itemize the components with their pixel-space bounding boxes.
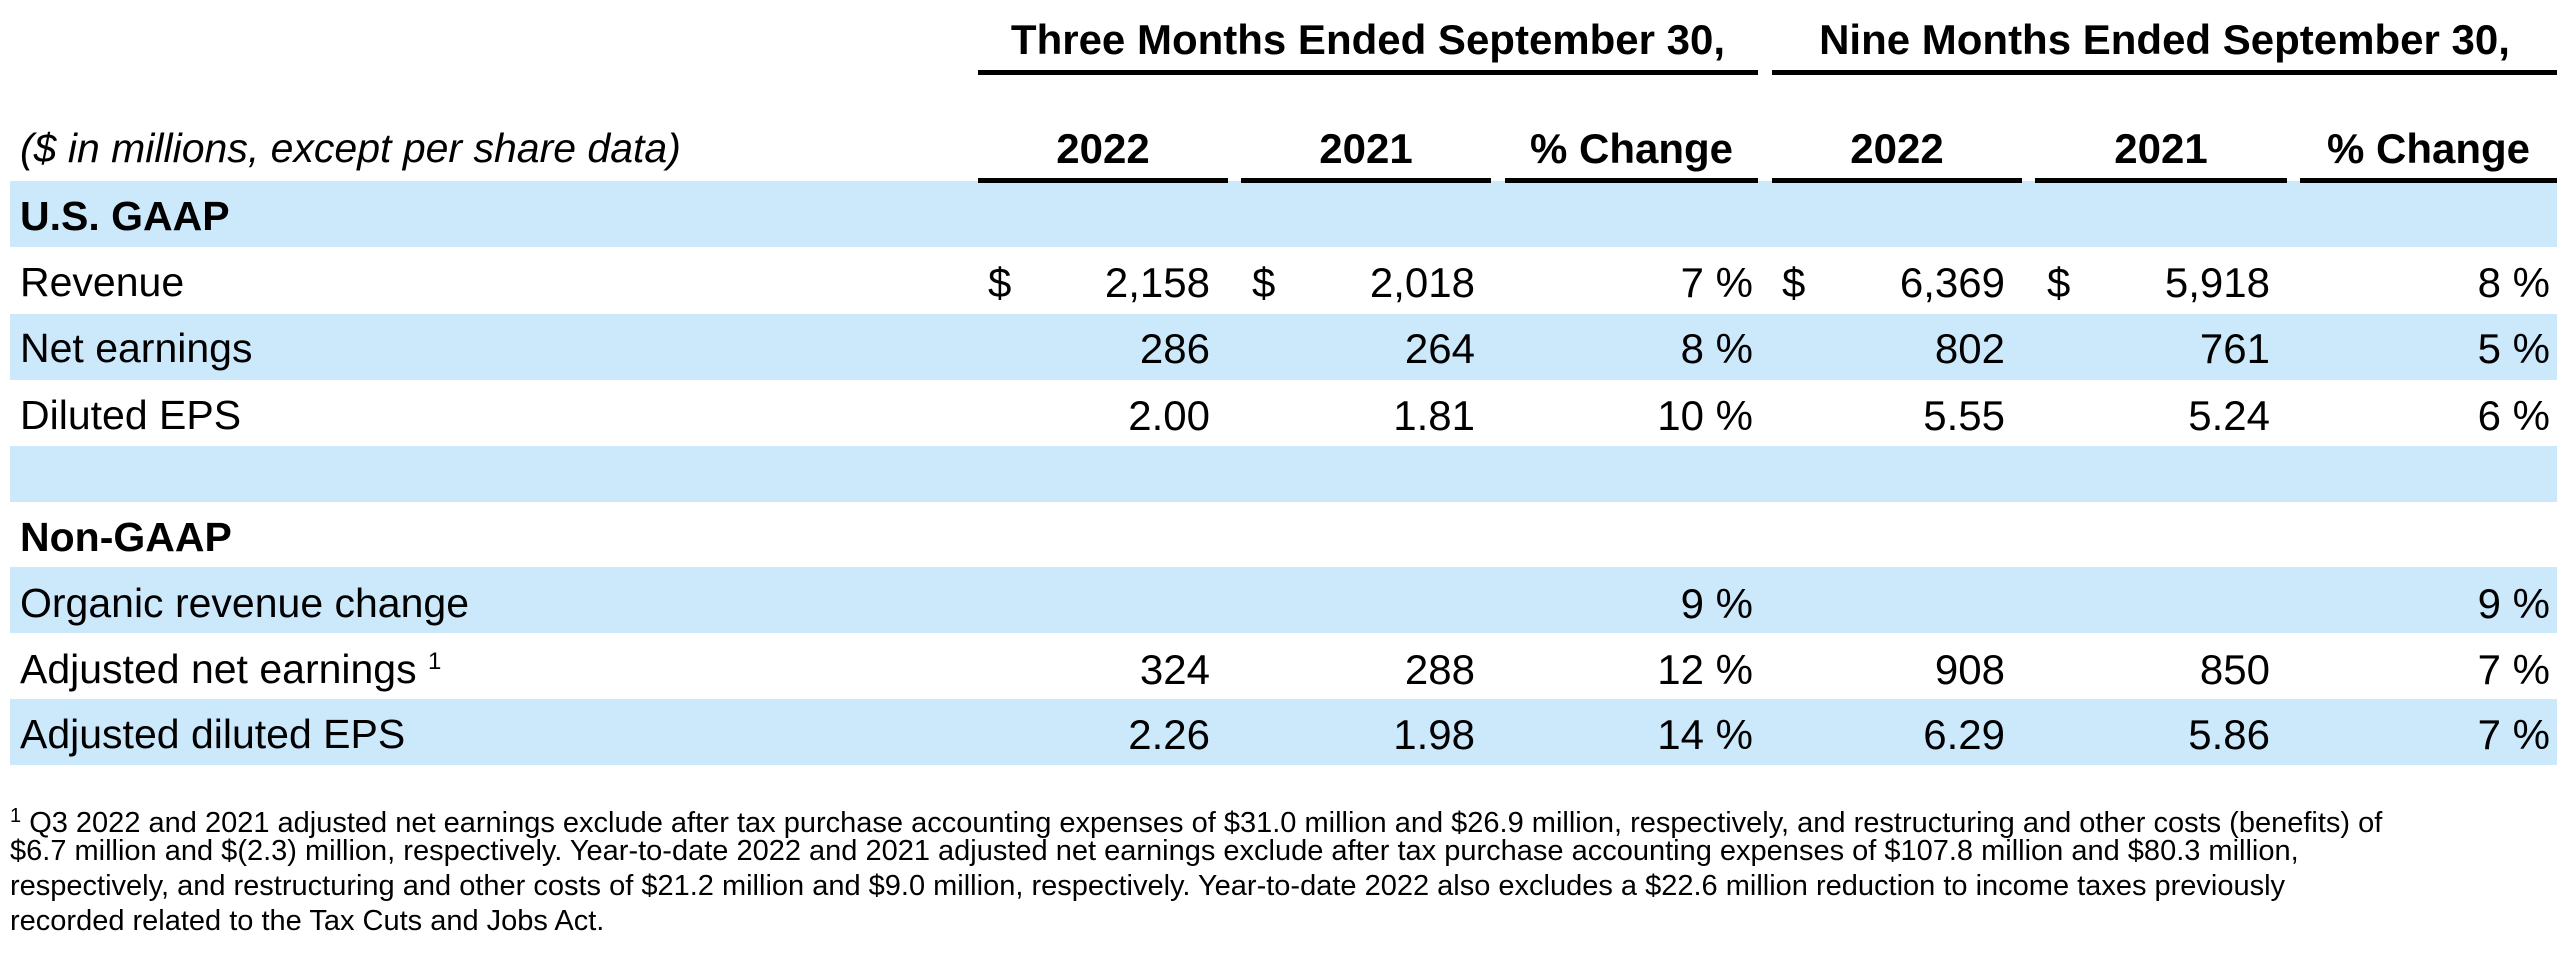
footnote-line-2: $6.7 million and $(2.3) million, respect… [10,835,2299,867]
row-label-adjusted-diluted-eps: Adjusted diluted EPS [20,711,406,757]
cell-adj-eps-y-change: 7 % [2477,711,2550,758]
currency-symbol: $ [1782,259,1806,306]
row-label-organic-revenue: Organic revenue change [20,580,470,626]
cell-revenue-y2021: 5,918 [2164,259,2270,306]
row-label-diluted-eps: Diluted EPS [20,392,242,438]
row-label-revenue: Revenue [20,259,185,305]
cell-adj-net-y2021: 850 [2199,646,2270,693]
col-underline-y-2021 [2035,178,2287,183]
section-title-non-gaap: Non-GAAP [20,514,232,560]
cell-net-earnings-y2022: 802 [1934,325,2005,372]
col-underline-y-change [2300,178,2557,183]
cell-diluted-eps-q2022: 2.00 [1128,392,1210,439]
cell-adj-net-q-change: 12 % [1657,646,1753,693]
band-net-earnings [10,314,2557,380]
col-header-q-change: % Change [1529,125,1734,172]
footnote-line-1: 1 Q3 2022 and 2021 adjusted net earnings… [10,799,2382,841]
footnote-number: 1 [10,805,22,827]
cell-diluted-eps-y2021: 5.24 [2188,392,2270,439]
col-header-y-change: % Change [2326,125,2531,172]
cell-adj-eps-q2021: 1.98 [1393,711,1475,758]
currency-symbol: $ [988,259,1012,306]
footnote-line-3: respectively, and restructuring and othe… [10,870,2286,902]
cell-adj-net-y-change: 7 % [2477,646,2550,693]
col-header-q-2022: 2022 [1056,125,1150,172]
cell-adj-eps-q2022: 2.26 [1128,711,1210,758]
cell-adj-net-q2022: 324 [1139,646,1210,693]
band-adj-eps [10,699,2557,765]
cell-revenue-q2022: 2,158 [1104,259,1210,306]
cell-diluted-eps-y-change: 6 % [2477,392,2550,439]
band-gaap [10,181,2557,247]
currency-symbol: $ [2047,259,2071,306]
band-organic [10,567,2557,633]
cell-net-earnings-q2021: 264 [1404,325,1475,372]
cell-revenue-q2021: 2,018 [1369,259,1475,306]
cell-net-earnings-q2022: 286 [1139,325,1210,372]
group-underline-nine [1772,70,2557,75]
row-label-net-earnings: Net earnings [20,325,253,371]
col-header-y-2021: 2021 [2114,125,2208,172]
cell-net-earnings-y2021: 761 [2199,325,2270,372]
col-header-y-2022: 2022 [1850,125,1944,172]
col-underline-q-change [1505,178,1758,183]
row-label-text: Adjusted net earnings [20,646,417,692]
cell-revenue-y-change: 8 % [2477,259,2550,306]
col-underline-q-2022 [978,178,1228,183]
col-underline-y-2022 [1772,178,2022,183]
cell-diluted-eps-q-change: 10 % [1657,392,1753,439]
col-header-q-2021: 2021 [1319,125,1413,172]
cell-adj-eps-y2022: 6.29 [1923,711,2005,758]
band-blank [10,446,2557,502]
cell-revenue-q-change: 7 % [1680,259,1753,306]
cell-adj-net-q2021: 288 [1404,646,1475,693]
cell-adj-eps-y2021: 5.86 [2188,711,2270,758]
group-underline-three [978,70,1758,75]
cell-adj-eps-q-change: 14 % [1657,711,1753,758]
group-header-nine-months: Nine Months Ended September 30, [1819,16,2510,63]
cell-organic-q-change: 9 % [1680,580,1753,627]
footnote-text-1: Q3 2022 and 2021 adjusted net earnings e… [29,807,2383,839]
footnote-line-4: recorded related to the Tax Cuts and Job… [10,905,605,937]
cell-revenue-y2022: 6,369 [1899,259,2005,306]
group-header-three-months: Three Months Ended September 30, [1010,16,1726,63]
section-title-gaap: U.S. GAAP [20,193,230,239]
cell-net-earnings-q-change: 8 % [1680,325,1753,372]
cell-net-earnings-y-change: 5 % [2477,325,2550,372]
currency-symbol: $ [1252,259,1276,306]
cell-diluted-eps-q2021: 1.81 [1393,392,1475,439]
units-note: ($ in millions, except per share data) [20,125,681,171]
cell-organic-y-change: 9 % [2477,580,2550,627]
cell-adj-net-y2022: 908 [1934,646,2005,693]
col-underline-q-2021 [1241,178,1491,183]
row-label-adjusted-net-earnings: Adjusted net earnings 1 [20,646,441,693]
cell-diluted-eps-y2022: 5.55 [1923,392,2005,439]
footnote-marker: 1 [428,648,442,675]
